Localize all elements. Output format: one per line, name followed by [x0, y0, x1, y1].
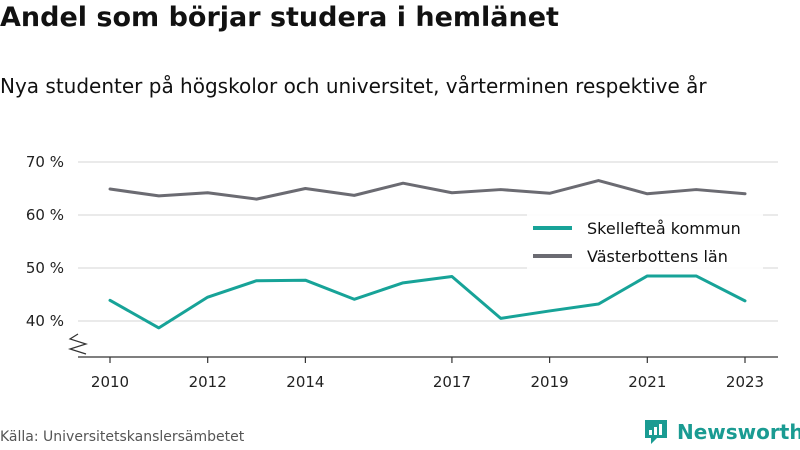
- x-tick-label: 2017: [433, 373, 471, 391]
- x-tick-label: 2021: [628, 373, 666, 391]
- skelleftea-line: [108, 274, 747, 330]
- newsworthy-logo-icon: [645, 420, 667, 444]
- x-tick-label: 2012: [189, 373, 227, 391]
- chart-title: Andel som börjar studera i hemlänet: [0, 2, 559, 33]
- newsworthy-logo: Newsworthy: [643, 418, 800, 446]
- y-tick-label: 40 %: [26, 312, 64, 330]
- axis-break-mark: [67, 333, 89, 355]
- source-note: Källa: Universitetskanslersämbetet: [0, 429, 245, 445]
- x-axis: 2010 2012 2014 2017 2019 2021 2023: [78, 356, 778, 391]
- y-tick-label: 70 %: [26, 153, 64, 171]
- brand-name: Newsworthy: [677, 420, 800, 444]
- series-lines: [108, 179, 747, 330]
- line-chart: 40 % 50 % 60 % 70 % 2010 2012 2014 2017 2019 202…: [26, 153, 778, 391]
- legend-background: [527, 212, 763, 270]
- chart-subtitle: Nya studenter på högskolor och universit…: [0, 74, 707, 98]
- vasterbotten-line: [108, 179, 747, 201]
- y-tick-label: 60 %: [26, 206, 64, 224]
- legend: Skellefteå kommun Västerbottens län: [527, 212, 763, 270]
- x-tick-label: 2023: [726, 373, 764, 391]
- x-tick-label: 2019: [531, 373, 569, 391]
- legend-item-skelleftea-label: Skellefteå kommun: [587, 219, 741, 238]
- legend-item-vasterbotten-label: Västerbottens län: [587, 247, 728, 266]
- x-tick-label: 2014: [286, 373, 324, 391]
- y-tick-label: 50 %: [26, 259, 64, 277]
- x-tick-label: 2010: [91, 373, 129, 391]
- y-axis: 40 % 50 % 60 % 70 %: [26, 153, 89, 355]
